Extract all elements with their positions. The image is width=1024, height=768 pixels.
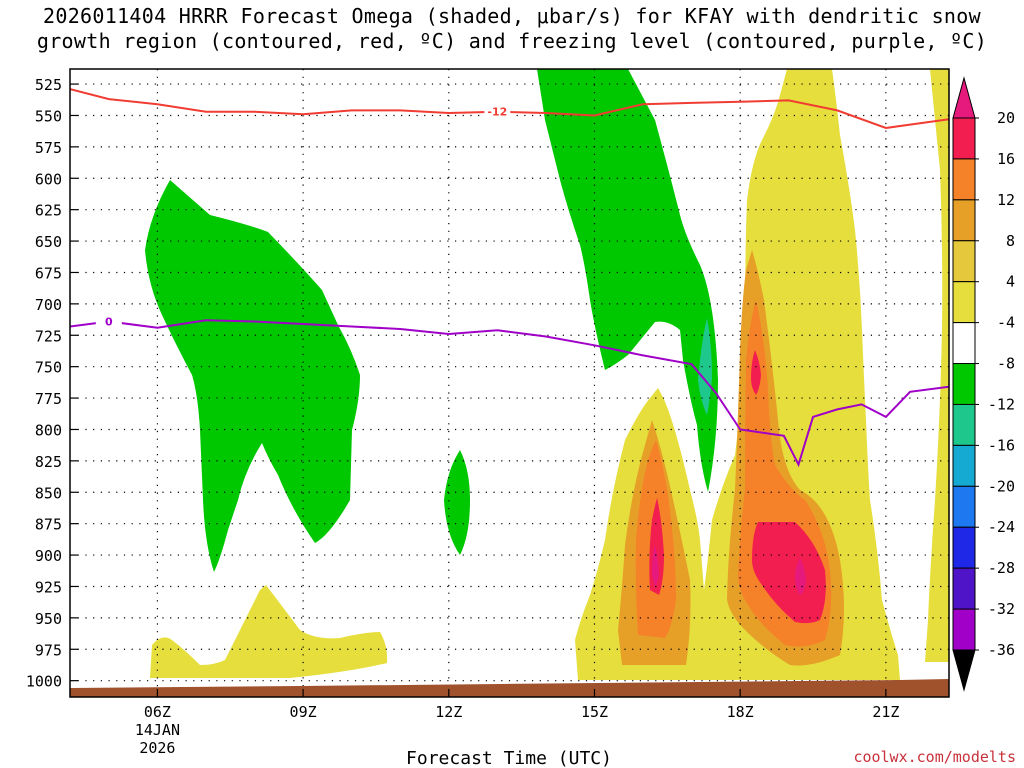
colorbar-segment xyxy=(952,608,976,651)
y-tick-label: 925 xyxy=(35,578,62,596)
contour-label-background xyxy=(95,314,122,328)
chart-title-line2: growth region (contoured, red, ºC) and f… xyxy=(36,29,988,53)
colorbar-segment xyxy=(952,199,976,242)
y-tick-label: 775 xyxy=(35,390,62,408)
y-tick-label: 625 xyxy=(35,202,62,220)
plot-area: -12 0 xyxy=(70,69,949,697)
y-tick-label: 950 xyxy=(35,610,62,628)
y-tick-label: 725 xyxy=(35,327,62,345)
y-tick-label: 550 xyxy=(35,107,62,125)
chart-title-line1: 2026011404 HRRR Forecast Omega (shaded, … xyxy=(43,4,981,28)
y-tick-label: 650 xyxy=(35,233,62,251)
colorbar-segment xyxy=(952,158,976,201)
x-tick-label: 12Z xyxy=(435,703,462,721)
contours: -12 0 xyxy=(70,88,949,468)
colorbar-label: -32 xyxy=(988,600,1015,618)
omega-region-magenta-left xyxy=(652,545,659,587)
omega-region-green-right xyxy=(537,69,718,492)
x-year-label: 2026 xyxy=(139,739,175,757)
dendritic-growth-label: -12 xyxy=(487,106,507,119)
colorbar-label: 8 xyxy=(1006,232,1015,250)
colorbar-label: -28 xyxy=(988,559,1015,577)
y-tick-label: 850 xyxy=(35,484,62,502)
colorbar-segment xyxy=(952,403,976,446)
omega-region-green-left xyxy=(145,180,360,572)
colorbar-label: 20 xyxy=(997,109,1015,127)
colorbar-label: -8 xyxy=(997,355,1015,373)
y-tick-label: 750 xyxy=(35,359,62,377)
y-tick-label: 875 xyxy=(35,516,62,534)
colorbar-bottom-arrow xyxy=(952,649,976,692)
omega-region-yellow-lower-left xyxy=(150,585,388,678)
colorbar-label: 16 xyxy=(997,150,1015,168)
omega-region-red-right-lower xyxy=(752,522,826,624)
colorbar-label: -4 xyxy=(997,314,1015,332)
chart-title: 2026011404 HRRR Forecast Omega (shaded, … xyxy=(0,4,1024,54)
colorbar-label: -24 xyxy=(988,518,1015,536)
plot-frame xyxy=(69,68,950,698)
colorbar-label: -16 xyxy=(988,436,1015,454)
x-tick-label: 06Z xyxy=(144,703,171,721)
gridlines xyxy=(70,69,949,697)
colorbar-segment xyxy=(952,240,976,283)
colorbar-label: -36 xyxy=(988,641,1015,659)
x-date-label: 14JAN xyxy=(135,721,180,739)
colorbar: 20 16 12 8 4 -4 -8 -12 -16 -20 -24 -28 -32 -36 xyxy=(952,76,1015,692)
colorbar-segment xyxy=(952,444,976,487)
y-tick-label: 525 xyxy=(35,76,62,94)
y-tick-label: 575 xyxy=(35,139,62,157)
colorbar-label: 12 xyxy=(997,191,1015,209)
colorbar-label: 4 xyxy=(1006,273,1015,291)
y-tick-label: 600 xyxy=(35,170,62,188)
colorbar-segment xyxy=(952,117,976,160)
y-tick-label: 675 xyxy=(35,264,62,282)
x-tick-label: 09Z xyxy=(290,703,317,721)
contour-label-background xyxy=(484,104,511,118)
colorbar-segment xyxy=(952,363,976,405)
y-tick-label: 1000 xyxy=(26,673,62,691)
y-tick-label: 800 xyxy=(35,421,62,439)
x-tick-label: 15Z xyxy=(581,703,608,721)
y-tick-label: 700 xyxy=(35,296,62,314)
freezing-level-label: 0 xyxy=(105,315,113,328)
colorbar-segment xyxy=(952,485,976,528)
y-tick-label: 975 xyxy=(35,641,62,659)
y-tick-label: 825 xyxy=(35,453,62,471)
credit-text: coolwx.com/modelts xyxy=(853,748,1016,766)
y-tick-label: 900 xyxy=(35,547,62,565)
x-tick-label: 21Z xyxy=(872,703,899,721)
omega-region-green-small xyxy=(444,450,470,555)
colorbar-segment xyxy=(952,526,976,569)
colorbar-segment xyxy=(952,281,976,324)
colorbar-segment xyxy=(952,567,976,610)
freezing-level-contour xyxy=(70,319,949,468)
omega-region-teal xyxy=(698,318,712,415)
y-axis: 525 550 575 600 625 650 675 700 725 750 775 800 825 8… xyxy=(26,76,78,691)
colorbar-top-arrow xyxy=(952,76,976,119)
ground-terrain xyxy=(70,679,949,697)
colorbar-label: -12 xyxy=(988,395,1015,413)
colorbar-segment xyxy=(952,322,976,365)
x-tick-label: 18Z xyxy=(727,703,754,721)
x-axis-title: Forecast Time (UTC) xyxy=(406,748,612,768)
colorbar-label: -20 xyxy=(988,477,1015,495)
omega-region-yellow-right-edge xyxy=(925,69,949,662)
omega-region-red-right-upper xyxy=(751,350,761,395)
omega-region-magenta-right xyxy=(795,558,806,595)
